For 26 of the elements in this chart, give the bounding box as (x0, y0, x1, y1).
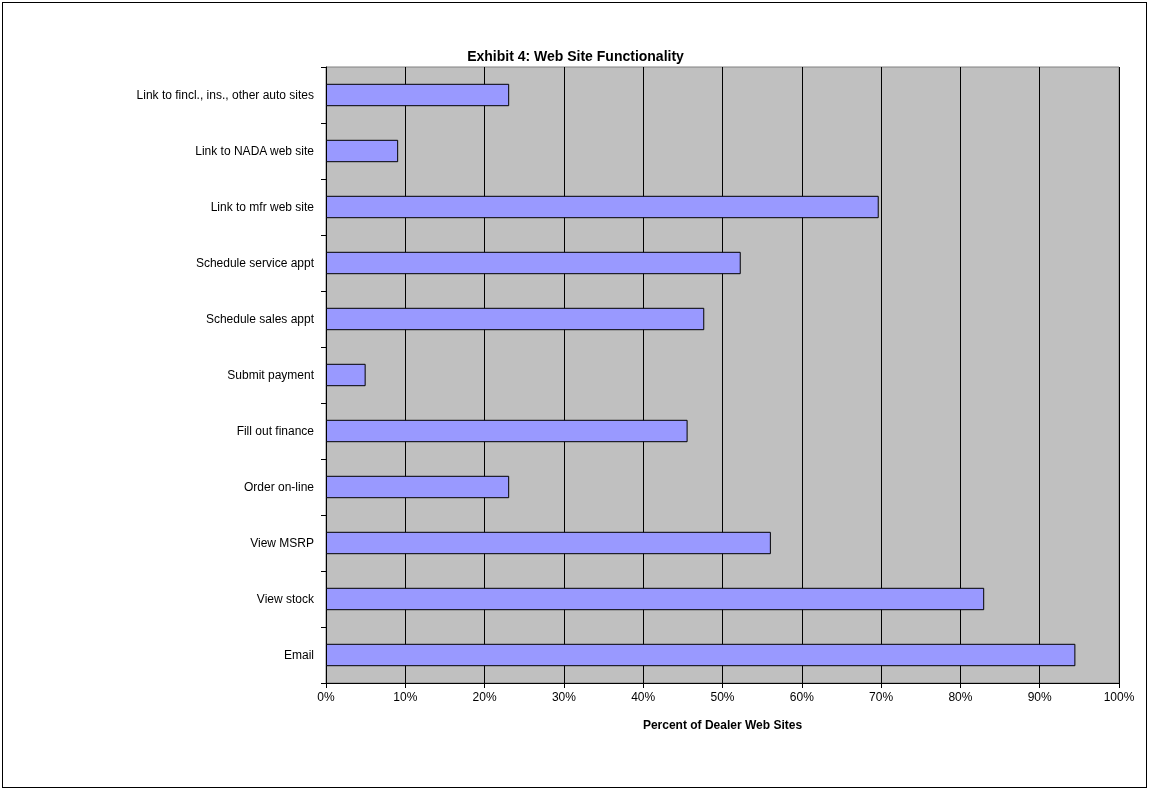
y-tick-label: View MSRP (250, 536, 314, 550)
y-tick-label: Link to NADA web site (195, 144, 315, 158)
y-tick-label: Schedule sales appt (205, 312, 315, 326)
bar (326, 363, 366, 387)
y-tick-label: Schedule service appt (195, 256, 315, 270)
y-tick-label: Order on-line (243, 480, 315, 494)
x-tick-label: 40% (631, 690, 656, 704)
x-tick-label: 0% (317, 690, 335, 704)
y-tick-label: Link to mfr web site (210, 200, 315, 214)
x-tick-label: 50% (710, 690, 735, 704)
x-tick-label: 70% (869, 690, 894, 704)
x-tick-label: 80% (948, 690, 973, 704)
y-tick-label: Submit payment (227, 368, 315, 382)
x-tick-label: 90% (1027, 690, 1053, 704)
x-tick-label: 100% (1103, 690, 1135, 704)
x-axis-title: Percent of Dealer Web Sites (642, 718, 803, 732)
x-tick-label: 60% (789, 690, 815, 704)
bar (326, 139, 399, 163)
y-tick-label: Email (283, 648, 314, 662)
y-tick-label: View stock (256, 592, 315, 606)
x-tick-label: 10% (393, 690, 418, 704)
x-tick-label: 30% (551, 690, 577, 704)
y-tick-label: Fill out finance (236, 424, 315, 438)
y-tick-label: Link to fincl., ins., other auto sites (136, 88, 314, 102)
chart-title: Exhibit 4: Web Site Functionality (467, 48, 685, 64)
x-tick-label: 20% (472, 690, 497, 704)
